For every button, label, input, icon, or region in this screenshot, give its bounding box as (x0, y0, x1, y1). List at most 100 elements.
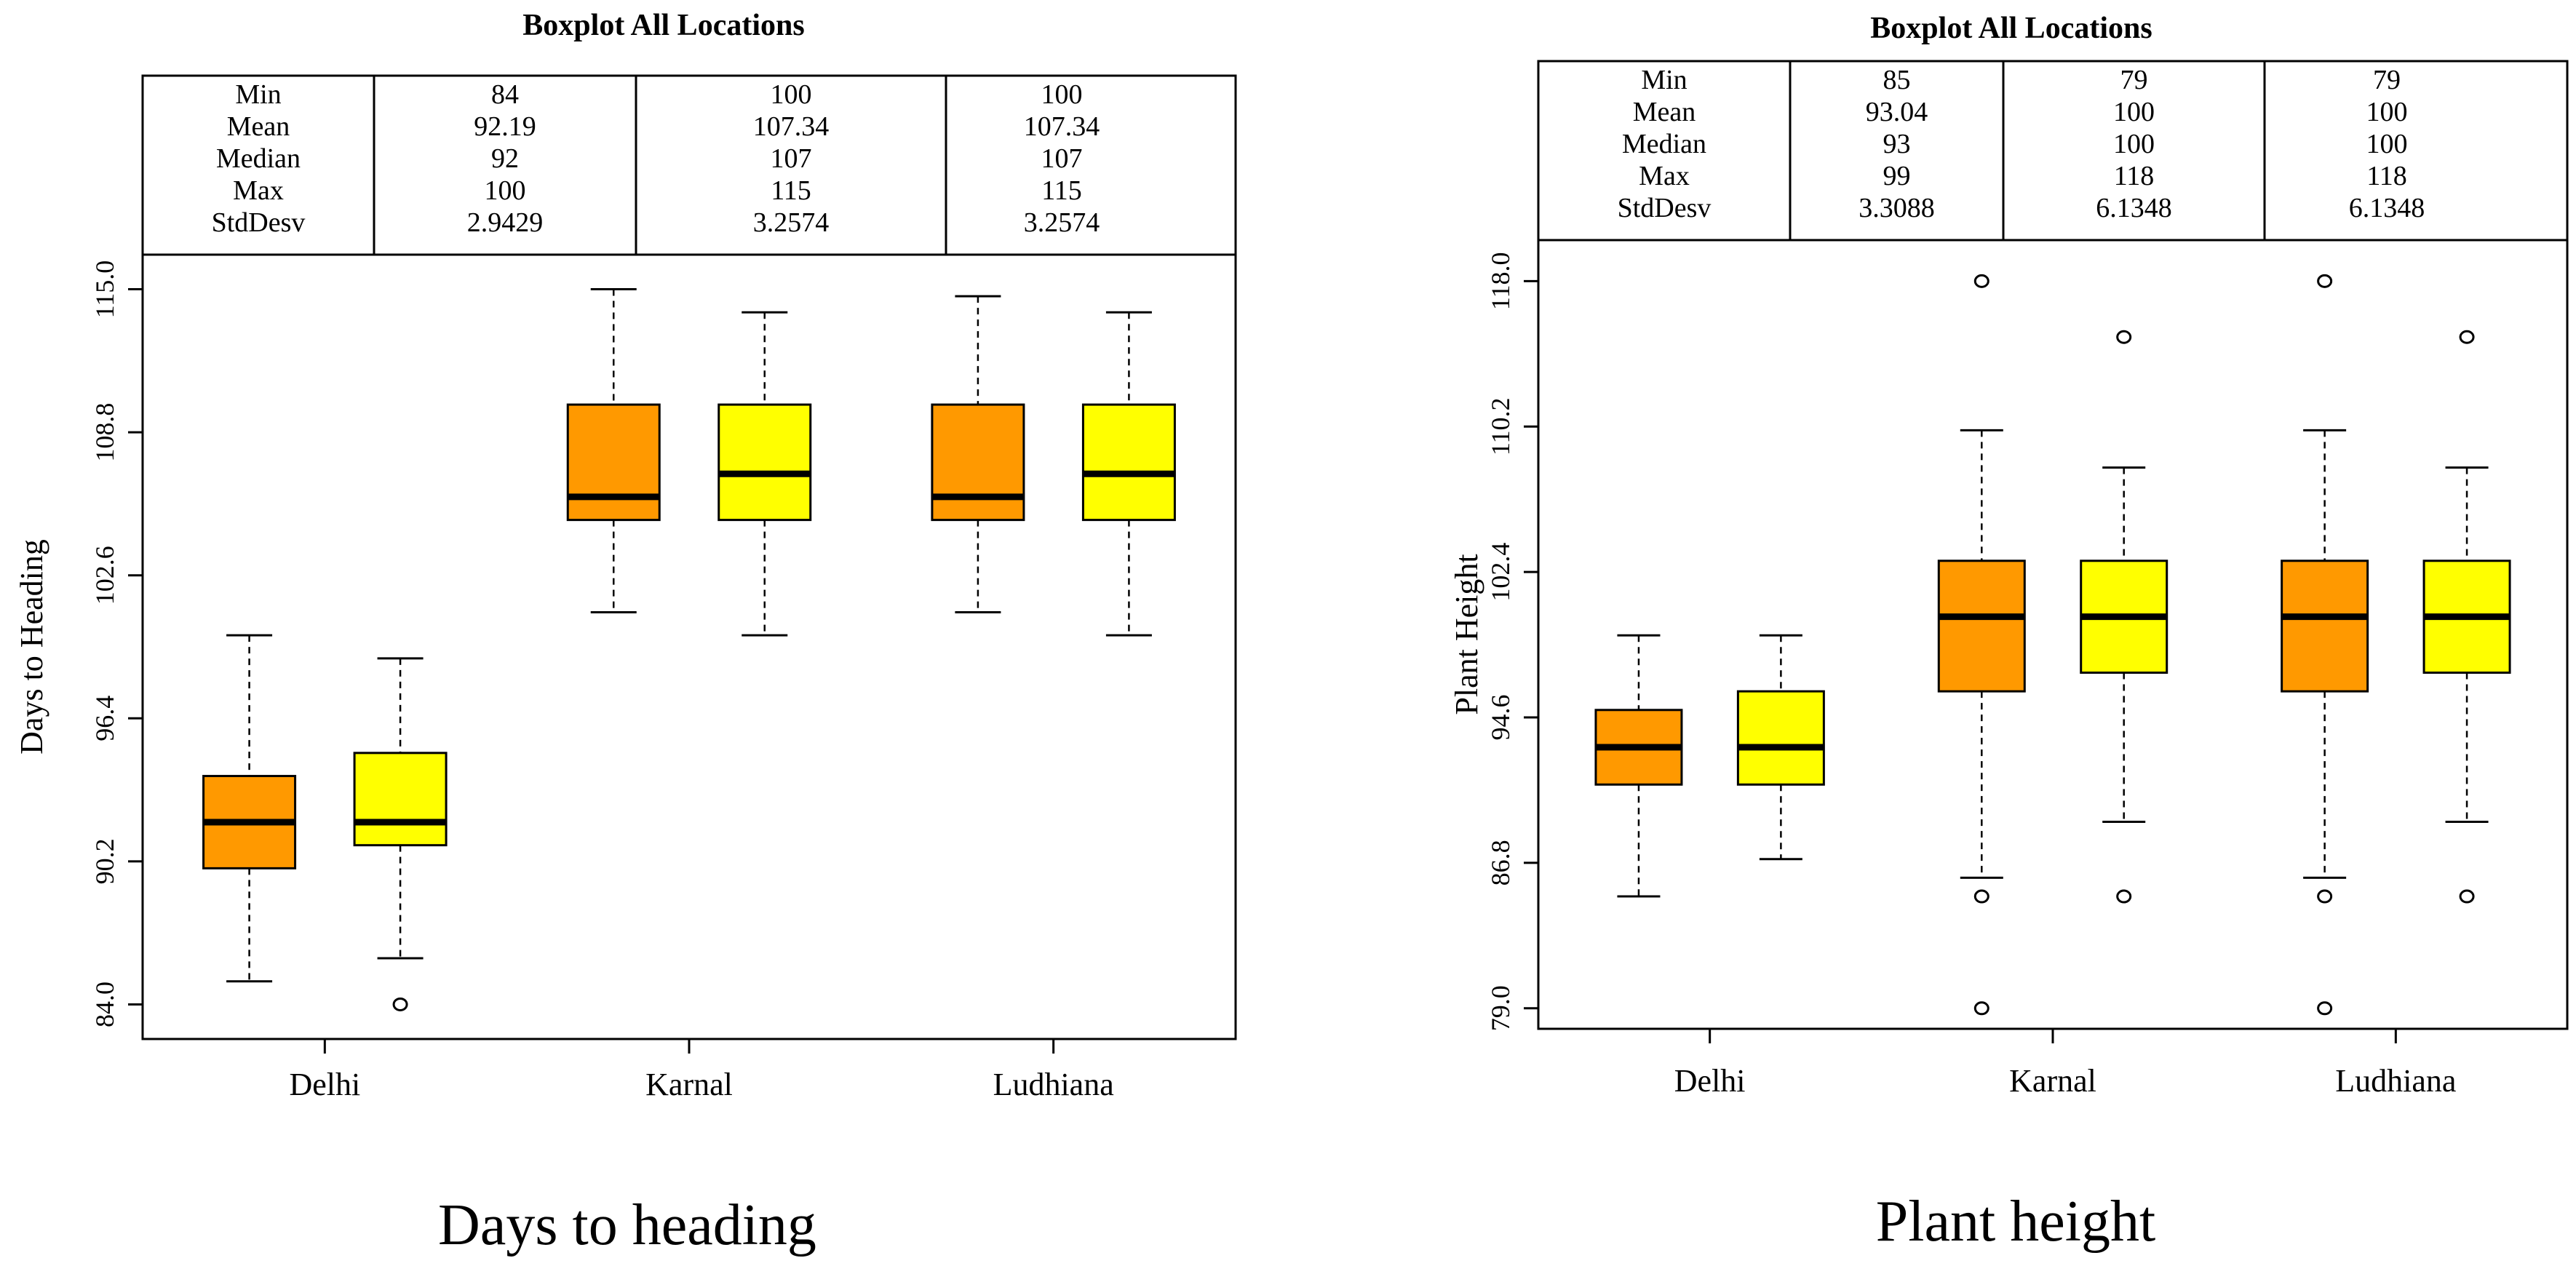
outlier-point (1973, 1001, 1989, 1016)
x-tick-label: Karnal (645, 1067, 733, 1102)
stats-label: Mean (227, 111, 290, 142)
y-tick-label: 96.4 (90, 696, 119, 741)
stats-value: 79 (2120, 65, 2148, 95)
stats-value: 100 (1041, 79, 1083, 110)
y-tick-label: 102.4 (1486, 543, 1515, 602)
stats-value: 92 (491, 143, 519, 174)
y-axis-label: Plant Height (1449, 554, 1484, 714)
stats-value: 3.2574 (753, 207, 830, 238)
x-tick-label: Ludhiana (2335, 1063, 2456, 1099)
stats-value: 115 (771, 175, 811, 206)
stats-label: Max (1639, 161, 1690, 191)
x-tick-label: Delhi (1674, 1063, 1746, 1099)
stats-value: 93.04 (1866, 97, 1928, 127)
outlier-point (2317, 274, 2333, 288)
y-tick-label: 115.0 (90, 260, 119, 319)
x-tick-label: Delhi (289, 1067, 360, 1102)
y-axis-label: Days to Heading (14, 539, 49, 755)
stats-label: Median (1622, 129, 1706, 159)
stats-value: 100 (2113, 129, 2155, 159)
chart-days-to-heading: Boxplot All Locations MinMeanMedianMaxStd… (14, 9, 1237, 1257)
box-iqr (2281, 560, 2369, 693)
stats-label: StdDesv (212, 207, 306, 238)
box-ludhiana-series-1 (2281, 274, 2369, 1016)
box-delhi-series-2 (1736, 634, 1825, 861)
stats-value: 3.3088 (1859, 193, 1935, 223)
outlier-point (1973, 274, 1989, 288)
y-tick-label: 79.0 (1486, 985, 1515, 1031)
figure-caption: Days to heading (438, 1193, 816, 1257)
y-tick-label: 84.0 (90, 982, 119, 1027)
y-tick-label: 102.6 (90, 546, 119, 605)
stats-value: 107 (1041, 143, 1083, 174)
stats-value: 118 (2114, 161, 2155, 191)
stats-value: 6.1348 (2349, 193, 2425, 223)
outlier-point (2116, 889, 2132, 904)
box-karnal-series-1 (1937, 274, 2026, 1016)
box-ludhiana-series-2 (1081, 311, 1176, 637)
box-karnal-series-1 (566, 288, 661, 613)
outlier-point (2459, 889, 2475, 904)
y-tick-label: 90.2 (90, 838, 119, 884)
stats-value: 100 (2366, 129, 2408, 159)
chart-title: Boxplot All Locations (522, 9, 804, 42)
stats-value: 107.34 (1024, 111, 1100, 142)
outlier-point (1973, 889, 1989, 904)
outlier-point (2459, 330, 2475, 344)
box-karnal-series-2 (717, 311, 812, 637)
stats-value: 79 (2373, 65, 2401, 95)
box-delhi-series-1 (202, 634, 297, 983)
y-tick-label: 110.2 (1486, 397, 1515, 455)
stats-value: 115 (1041, 175, 1082, 206)
outlier-point (2116, 330, 2132, 344)
stats-value: 100 (771, 79, 812, 110)
stats-value: 3.2574 (1024, 207, 1100, 238)
stats-value: 85 (1883, 65, 1911, 95)
stats-label: Max (233, 175, 284, 206)
y-tick-label: 118.0 (1486, 252, 1515, 311)
stats-label: Median (216, 143, 301, 174)
stats-value: 6.1348 (2096, 193, 2172, 223)
stats-value: 118 (2366, 161, 2407, 191)
stats-value: 93 (1883, 129, 1911, 159)
x-tick-label: Ludhiana (993, 1067, 1114, 1102)
box-iqr (1736, 690, 1825, 786)
chart-title: Boxplot All Locations (1870, 12, 2152, 45)
box-delhi-series-1 (1594, 634, 1683, 898)
stats-value: 107 (771, 143, 812, 174)
outlier-point (2317, 889, 2333, 904)
box-iqr (566, 403, 661, 522)
stats-value: 84 (491, 79, 519, 110)
stats-label: StdDesv (1618, 193, 1712, 223)
x-tick-label: Karnal (2009, 1063, 2096, 1099)
outlier-point (2317, 1001, 2333, 1016)
box-ludhiana-series-2 (2422, 330, 2511, 904)
stats-value: 100 (485, 175, 526, 206)
box-delhi-series-2 (353, 657, 448, 1011)
box-iqr (1937, 560, 2026, 693)
stats-value: 100 (2113, 97, 2155, 127)
stats-label: Mean (1633, 97, 1696, 127)
chart-plant-height: Boxplot All Locations MinMeanMedianMaxStd… (1449, 12, 2569, 1254)
stats-label: Min (235, 79, 281, 110)
plot-frame (1537, 239, 2569, 1030)
y-tick-label: 108.8 (90, 403, 119, 462)
outlier-point (392, 997, 408, 1011)
box-iqr (717, 403, 812, 522)
stats-value: 92.19 (474, 111, 536, 142)
figure-caption: Plant height (1876, 1190, 2155, 1254)
y-tick-label: 94.6 (1486, 695, 1515, 741)
stats-value: 100 (2366, 97, 2408, 127)
plot-frame (141, 253, 1237, 1040)
stats-label: Min (1641, 65, 1687, 95)
box-iqr (931, 403, 1025, 522)
y-tick-label: 86.8 (1486, 840, 1515, 885)
stats-value: 107.34 (753, 111, 830, 142)
box-iqr (1081, 403, 1176, 522)
stats-value: 2.9429 (467, 207, 544, 238)
box-karnal-series-2 (2080, 330, 2168, 904)
box-iqr (353, 752, 448, 847)
box-ludhiana-series-1 (931, 295, 1025, 613)
stats-value: 99 (1883, 161, 1911, 191)
